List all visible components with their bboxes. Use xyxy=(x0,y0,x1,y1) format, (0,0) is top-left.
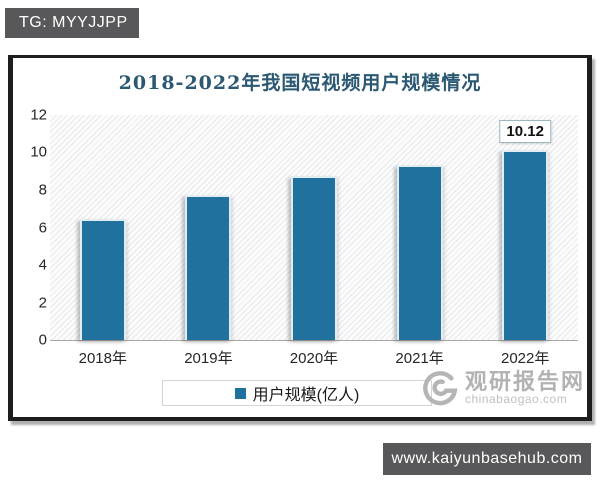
legend-marker-icon xyxy=(234,387,246,399)
x-tick-label: 2019年 xyxy=(184,350,233,367)
bar-slot: 2021年 xyxy=(395,115,444,367)
bar-slot: 2020年 xyxy=(290,115,338,367)
watermark-name: 观研报告网 xyxy=(464,369,585,395)
watermark-text: 观研报告网 chinabaogao.com xyxy=(465,370,585,406)
watermark: 观研报告网 chinabaogao.com xyxy=(419,367,585,409)
x-tick-label: 2018年 xyxy=(78,350,127,367)
watermark-domain: chinabaogao.com xyxy=(464,392,568,407)
bar-2022年 xyxy=(502,150,549,340)
y-tick-label: 10 xyxy=(30,143,47,161)
legend: 用户规模(亿人) xyxy=(162,380,432,406)
bar-2020年 xyxy=(290,176,337,340)
bar-2021年 xyxy=(396,164,443,340)
bar-slot: 2018年 xyxy=(79,115,127,367)
chart-frame: 2018-2022年我国短视频用户规模情况 0 2 4 6 8 10 12 2018年 201… xyxy=(8,55,592,421)
bar-2019年 xyxy=(185,195,232,340)
y-tick-label: 12 xyxy=(30,106,47,124)
bar-2018年 xyxy=(79,218,126,340)
bar-annotation: 10.12 xyxy=(499,120,551,144)
y-tick-label: 6 xyxy=(38,219,47,236)
bar-slot: 2019年 xyxy=(184,115,233,367)
bottom-url-badge: www.kaiyunbasehub.com xyxy=(383,443,591,475)
x-tick-label: 2022年 xyxy=(500,350,550,367)
legend-label: 用户规模(亿人) xyxy=(252,387,360,404)
bar-slot: 2022年 10.12 xyxy=(499,115,551,367)
top-code-badge: TG: MYYJJPP xyxy=(5,8,139,38)
x-tick-label: 2021年 xyxy=(395,350,444,367)
y-tick-label: 8 xyxy=(38,181,47,199)
y-axis: 0 2 4 6 8 10 12 xyxy=(17,107,47,349)
y-tick-label: 0 xyxy=(38,331,47,349)
chart-title: 2018-2022年我国短视频用户规模情况 xyxy=(118,72,482,94)
y-tick-label: 4 xyxy=(38,256,47,274)
x-tick-label: 2020年 xyxy=(289,350,339,367)
plot-area: 2018年 2019年 2020年 2021年 2022年 10.12 xyxy=(50,115,578,367)
y-tick-label: 2 xyxy=(38,294,47,311)
